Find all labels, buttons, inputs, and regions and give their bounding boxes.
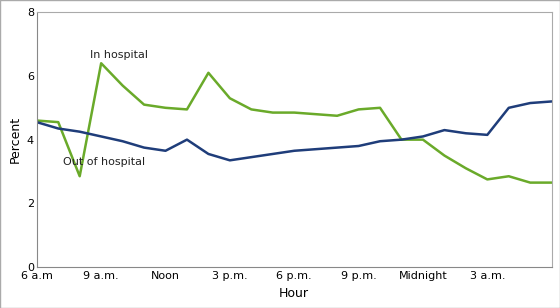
Text: In hospital: In hospital (90, 51, 148, 60)
Text: Out of hospital: Out of hospital (63, 157, 144, 167)
Y-axis label: Percent: Percent (8, 116, 21, 163)
X-axis label: Hour: Hour (279, 287, 309, 300)
